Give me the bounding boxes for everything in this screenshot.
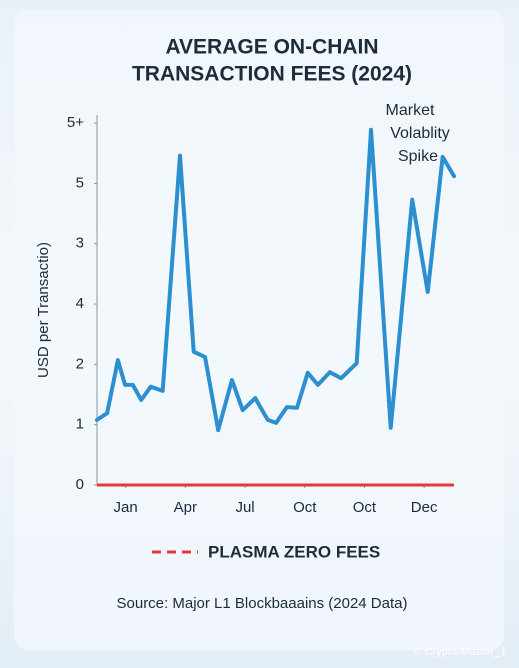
x-tick-label: Jan xyxy=(114,499,138,516)
y-tick-label: 4 xyxy=(76,295,84,312)
annotation: Spike xyxy=(398,148,438,165)
watermark: © Crypto-Master_1 xyxy=(413,646,506,658)
y-tick-label: 2 xyxy=(76,355,84,372)
x-tick-label: Apr xyxy=(174,499,197,516)
y-tick-label: 1 xyxy=(76,416,84,433)
x-tick-label: Oct xyxy=(353,499,377,516)
source: Source: Major L1 Blockbaaains (2024 Data… xyxy=(117,595,408,612)
annotation: Volablity xyxy=(390,125,450,142)
chart-title: AVERAGE ON-CHAIN xyxy=(165,36,378,59)
y-axis-label: USD per Transactio) xyxy=(35,242,52,378)
annotation: Market xyxy=(386,102,435,119)
legend-label: PLASMA ZERO FEES xyxy=(208,542,380,561)
data-line xyxy=(95,127,456,433)
x-tick-label: Dec xyxy=(411,499,438,516)
y-tick-label: 0 xyxy=(76,476,84,493)
chart-title: TRANSACTION FEES (2024) xyxy=(132,63,412,86)
x-tick-label: Oct xyxy=(293,499,317,516)
y-tick-label: 5 xyxy=(76,174,84,191)
y-tick-label: 3 xyxy=(76,235,84,252)
x-tick-label: Jul xyxy=(235,499,254,516)
card xyxy=(14,10,504,650)
y-tick-label: 5+ xyxy=(67,114,84,131)
